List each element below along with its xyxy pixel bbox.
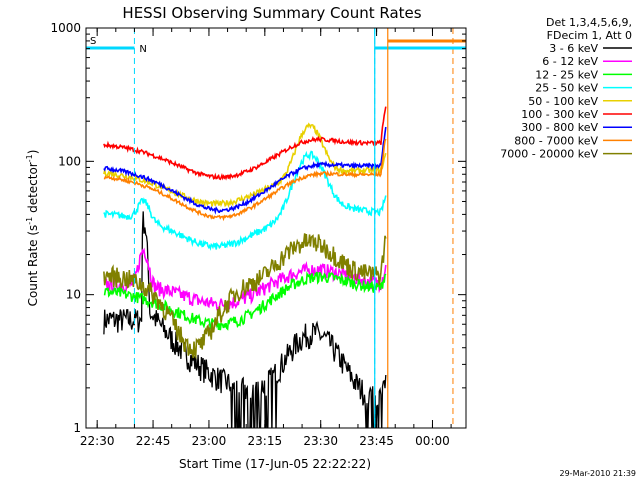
x-tick-label: 23:30 — [303, 434, 338, 448]
chart-title: HESSI Observing Summary Count Rates — [122, 4, 421, 22]
series-line-8 — [104, 233, 386, 358]
x-axis-label: Start Time (17-Jun-05 22:22:22) — [179, 457, 371, 471]
y-tick-label: 1000 — [50, 21, 81, 35]
marker-label-s: S — [90, 36, 96, 47]
x-tick-label: 00:00 — [415, 434, 450, 448]
x-tick-label: 23:00 — [192, 434, 227, 448]
x-tick-label: 23:15 — [248, 434, 283, 448]
y-axis-label-main: Count Rate (s — [26, 225, 40, 307]
legend-entry-label: 12 - 25 keV — [535, 68, 598, 81]
series-line-0 — [104, 211, 386, 434]
y-axis-label-end: ) — [26, 150, 40, 155]
legend-entry-label: 800 - 7000 keV — [514, 134, 598, 147]
generation-timestamp: 29-Mar-2010 21:39 — [560, 469, 637, 478]
series-line-5 — [104, 107, 386, 180]
legend-entry-label: 100 - 300 keV — [521, 108, 598, 121]
marker-label-n: N — [139, 44, 146, 55]
y-tick-label: 100 — [58, 154, 81, 168]
legend-entry-label: 3 - 6 keV — [549, 42, 598, 55]
y-axis-label-sup1: -1 — [25, 217, 34, 225]
legend-entry-label: 6 - 12 keV — [542, 55, 598, 68]
legend-entry-label: 50 - 100 keV — [528, 95, 598, 108]
legend-entry-label: 25 - 50 keV — [535, 82, 598, 95]
y-tick-label: 1 — [73, 421, 81, 435]
plot-area: SN — [80, 28, 466, 434]
legend-entry-label: 7000 - 20000 keV — [500, 148, 598, 161]
y-axis-label-sup2: -1 — [25, 154, 34, 162]
legend: Det 1,3,4,5,6,9, FDecim 1, Att 0 3 - 6 k… — [500, 16, 632, 161]
legend-header-line-1: Det 1,3,4,5,6,9, — [546, 16, 632, 29]
x-tick-label: 22:45 — [136, 434, 171, 448]
x-tick-label: 23:45 — [359, 434, 394, 448]
legend-entry-label: 300 - 800 keV — [521, 121, 598, 134]
y-axis-label-mid: detector — [26, 162, 40, 217]
y-tick-label: 10 — [66, 288, 81, 302]
y-axis-label: Count Rate (s-1 detector-1) — [25, 150, 40, 307]
x-tick-label: 22:30 — [80, 434, 115, 448]
legend-header-line-2: FDecim 1, Att 0 — [547, 29, 632, 42]
